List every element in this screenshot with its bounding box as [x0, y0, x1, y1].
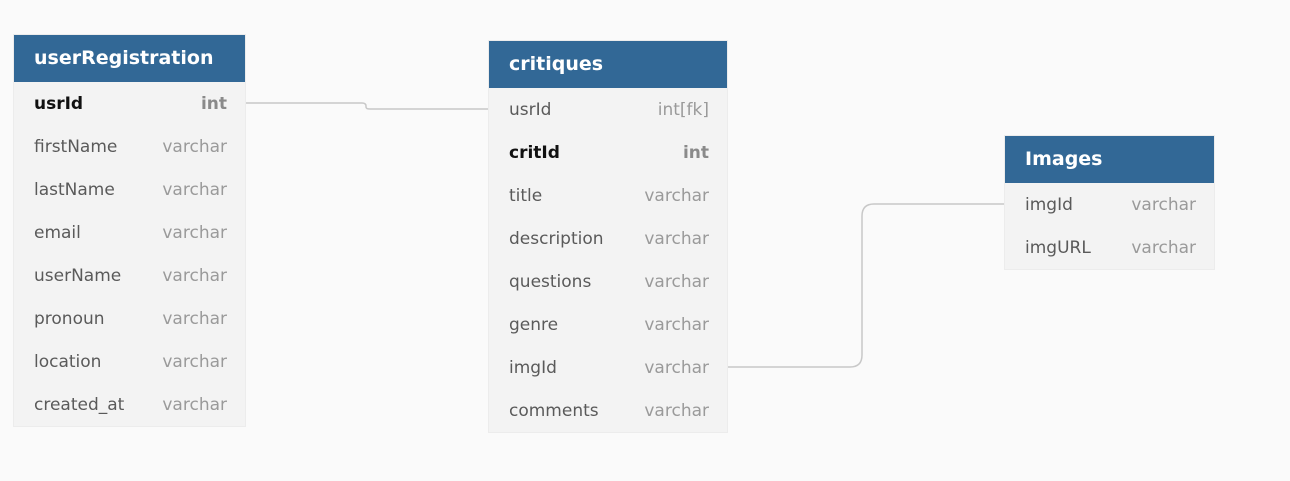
column-type: varchar [162, 351, 227, 372]
column-name: created_at [34, 394, 125, 415]
table-row[interactable]: email varchar [14, 211, 245, 254]
column-name: userName [34, 265, 122, 286]
table-images[interactable]: Images imgId varchar imgURL varchar [1005, 136, 1214, 269]
table-row[interactable]: usrId int[fk] [489, 88, 727, 131]
column-name: firstName [34, 136, 118, 157]
column-type: varchar [644, 357, 709, 378]
table-row[interactable]: firstName varchar [14, 125, 245, 168]
column-type: int [200, 93, 227, 114]
column-type: varchar [644, 400, 709, 421]
column-type: varchar [162, 265, 227, 286]
table-header[interactable]: critiques [489, 41, 727, 88]
table-row[interactable]: location varchar [14, 340, 245, 383]
column-type: varchar [162, 179, 227, 200]
column-type: varchar [162, 222, 227, 243]
relation-critiques-imgid-to-images-imgid [727, 203, 1005, 368]
table-row[interactable]: critId int [489, 131, 727, 174]
table-critiques[interactable]: critiques usrId int[fk] critId int title varc… [489, 41, 727, 432]
column-type: varchar [162, 394, 227, 415]
column-type: varchar [644, 314, 709, 335]
column-name: lastName [34, 179, 115, 200]
column-name: critId [509, 142, 560, 163]
table-row[interactable]: genre varchar [489, 303, 727, 346]
column-type: varchar [644, 271, 709, 292]
table-row[interactable]: created_at varchar [14, 383, 245, 426]
column-type: varchar [1131, 237, 1196, 258]
column-name: imgId [1025, 194, 1073, 215]
column-type: varchar [162, 136, 227, 157]
column-type: varchar [644, 185, 709, 206]
column-name: questions [509, 271, 592, 292]
column-name: email [34, 222, 81, 243]
table-body: imgId varchar imgURL varchar [1005, 183, 1214, 269]
table-row[interactable]: description varchar [489, 217, 727, 260]
table-row[interactable]: pronoun varchar [14, 297, 245, 340]
table-row[interactable]: title varchar [489, 174, 727, 217]
table-row[interactable]: imgId varchar [1005, 183, 1214, 226]
column-name: imgURL [1025, 237, 1091, 258]
column-name: title [509, 185, 543, 206]
column-type: int[fk] [657, 99, 709, 120]
table-header[interactable]: userRegistration [14, 35, 245, 82]
column-name: genre [509, 314, 559, 335]
table-row[interactable]: imgId varchar [489, 346, 727, 389]
table-row[interactable]: imgURL varchar [1005, 226, 1214, 269]
column-type: varchar [1131, 194, 1196, 215]
table-body: usrId int firstName varchar lastName varchar e… [14, 82, 245, 426]
relation-usrid-to-critiques-usrid [245, 102, 489, 110]
column-name: description [509, 228, 604, 249]
column-name: imgId [509, 357, 557, 378]
column-name: pronoun [34, 308, 105, 329]
column-name: usrId [34, 93, 84, 114]
table-row[interactable]: userName varchar [14, 254, 245, 297]
table-body: usrId int[fk] critId int title varchar descrip… [489, 88, 727, 432]
column-name: location [34, 351, 102, 372]
table-row[interactable]: usrId int [14, 82, 245, 125]
column-name: comments [509, 400, 599, 421]
table-row[interactable]: lastName varchar [14, 168, 245, 211]
column-type: varchar [644, 228, 709, 249]
table-header[interactable]: Images [1005, 136, 1214, 183]
column-type: varchar [162, 308, 227, 329]
column-name: usrId [509, 99, 552, 120]
column-type: int [682, 142, 709, 163]
table-row[interactable]: comments varchar [489, 389, 727, 432]
table-userregistration[interactable]: userRegistration usrId int firstName varcha… [14, 35, 245, 426]
table-row[interactable]: questions varchar [489, 260, 727, 303]
